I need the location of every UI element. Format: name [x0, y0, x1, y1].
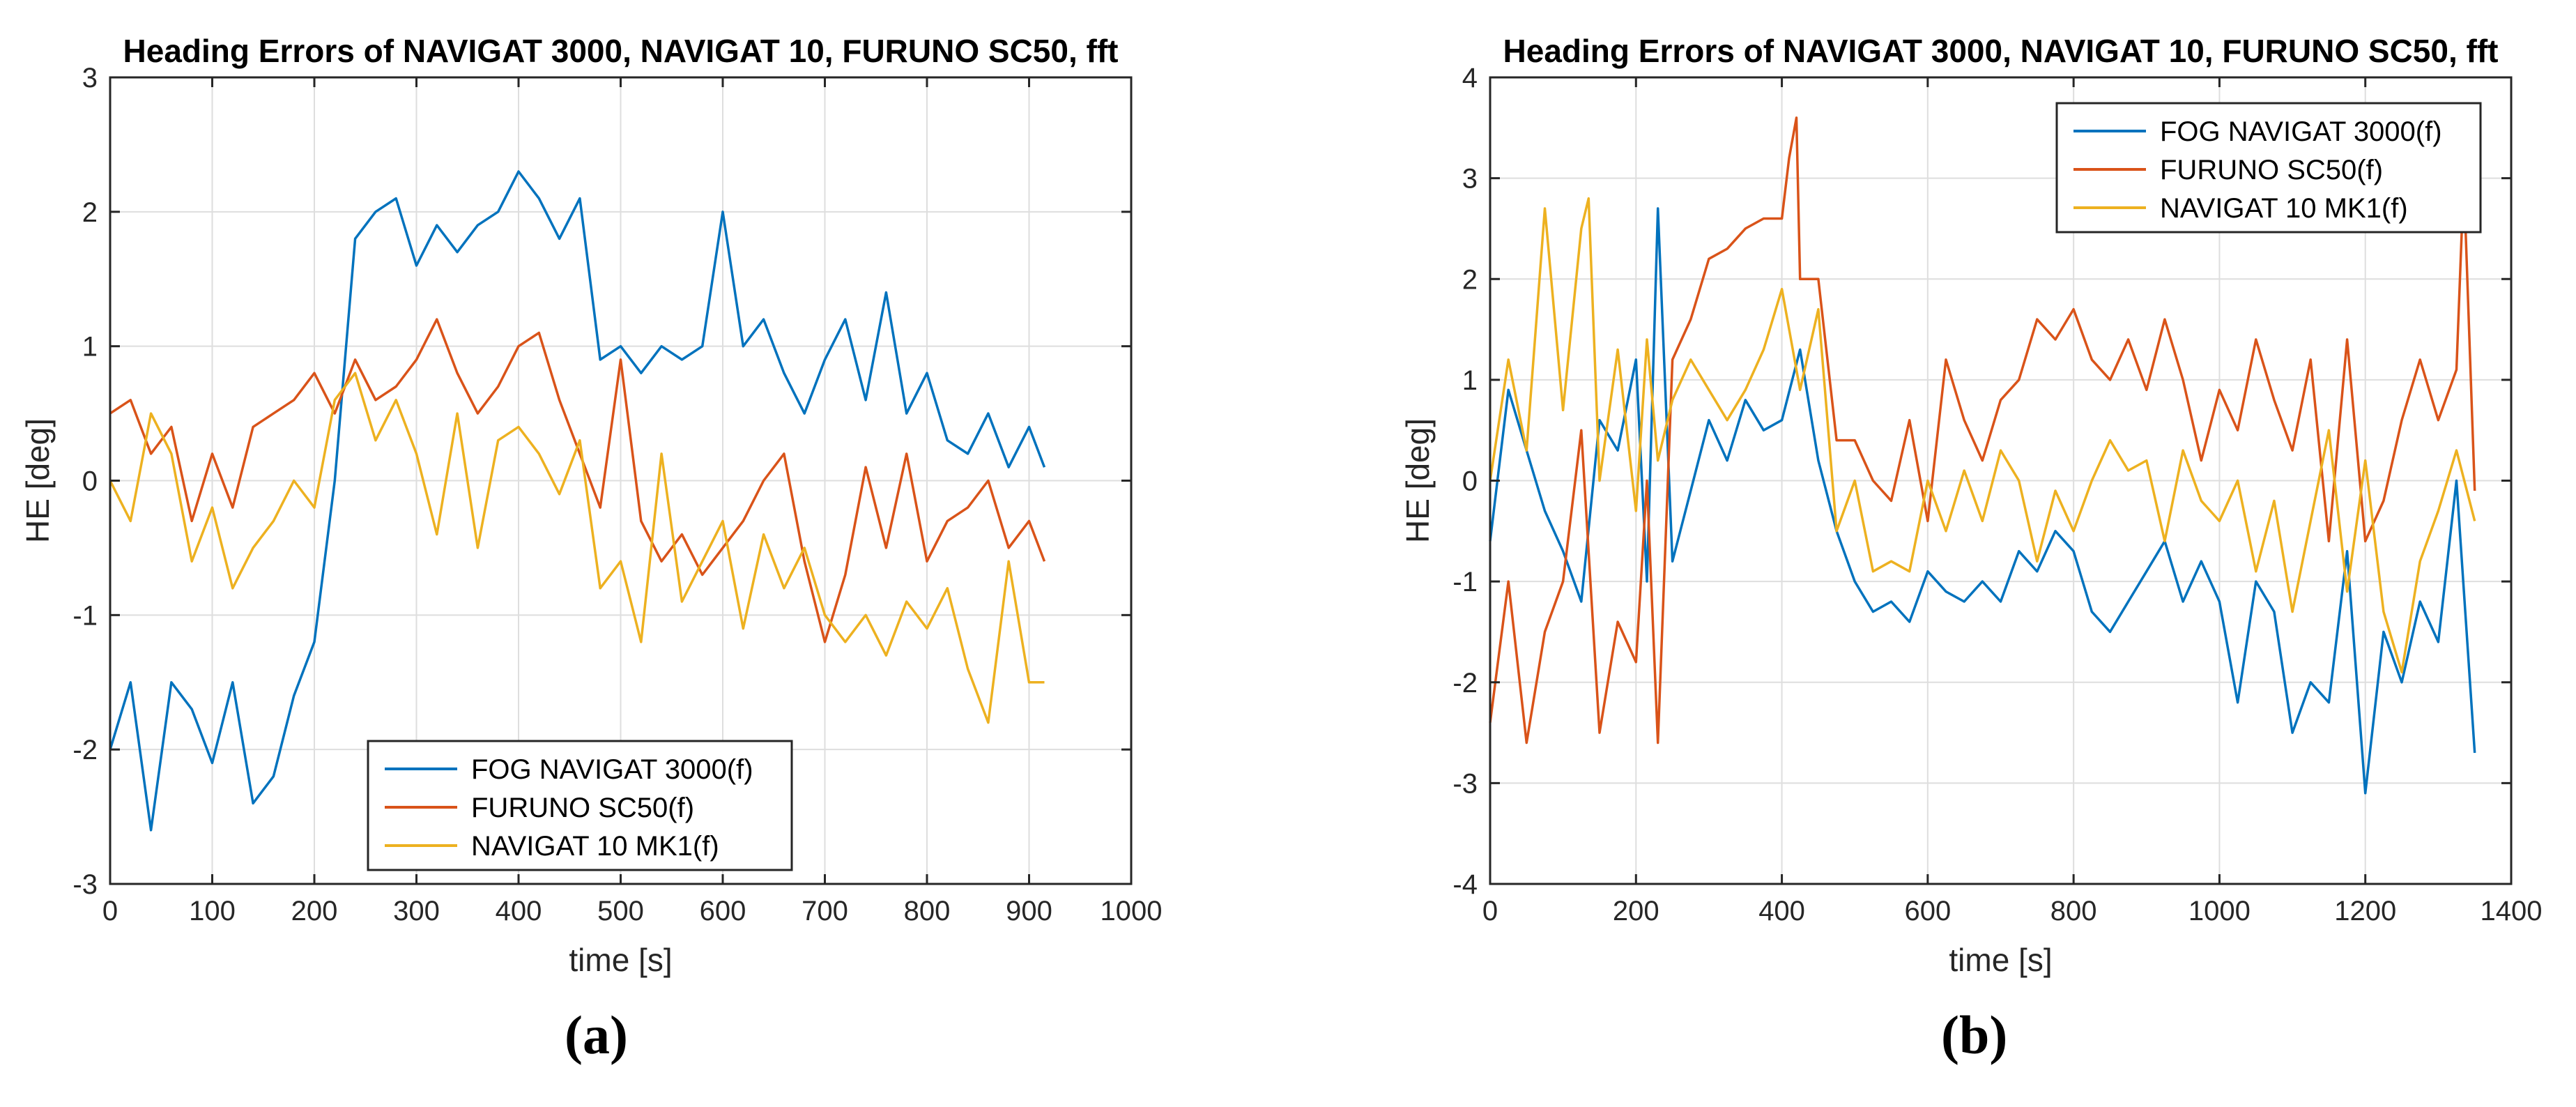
y-tick-label: -2	[1452, 668, 1478, 698]
y-tick-label: -2	[72, 735, 98, 765]
x-tick-label: 1200	[2334, 896, 2396, 926]
y-tick-label: -3	[1452, 768, 1478, 799]
x-tick-label: 500	[597, 896, 644, 926]
y-tick-label: -3	[72, 869, 98, 900]
x-tick-label: 0	[102, 896, 118, 926]
series-line-furuno	[1489, 116, 2476, 745]
legend-label: FURUNO SC50(f)	[2160, 155, 2383, 185]
y-tick-label: 0	[1462, 466, 1478, 497]
series-line-furuno	[109, 318, 1046, 643]
x-tick-label: 1400	[2481, 896, 2543, 926]
y-tick-label: -1	[72, 600, 98, 631]
chart-title: Heading Errors of NAVIGAT 3000, NAVIGAT …	[123, 33, 1119, 69]
x-tick-label: 700	[802, 896, 848, 926]
x-tick-label: 600	[700, 896, 746, 926]
series-line-fog	[109, 170, 1046, 832]
y-tick-label: 2	[1462, 264, 1478, 295]
x-tick-label: 1000	[1101, 896, 1163, 926]
chart-b: 0 200 400 600 800 1000 1200 1400 -4 -3 -2 -1 0 1 2 3 4 He…	[1400, 33, 2543, 978]
legend-label: NAVIGAT 10 MK1(f)	[471, 831, 719, 862]
x-tick-label: 900	[1006, 896, 1052, 926]
x-tick-label: 600	[1904, 896, 1951, 926]
x-tick-label: 200	[1613, 896, 1659, 926]
y-tick-label: -4	[1452, 869, 1478, 900]
x-tick-label: 100	[189, 896, 236, 926]
chart-a: 0 100 200 300 400 500 600 700 800 900 1000 -3 -2 -1 0 1…	[20, 33, 1163, 978]
x-axis-label: time [s]	[569, 942, 672, 978]
caption-b: (b)	[1941, 1005, 2008, 1065]
caption-a: (a)	[565, 1005, 628, 1065]
series-line-navigat10	[1489, 197, 2476, 674]
x-tick-label: 200	[291, 896, 338, 926]
x-tick-label: 400	[1758, 896, 1805, 926]
series-line-navigat10	[109, 372, 1045, 724]
x-tick-label: 800	[2050, 896, 2097, 926]
y-axis-label: HE [deg]	[20, 418, 56, 543]
y-tick-label: 3	[1462, 164, 1478, 194]
x-tick-label: 0	[1482, 896, 1498, 926]
x-tick-label: 1000	[2188, 896, 2251, 926]
y-tick-label: 0	[82, 466, 98, 497]
y-tick-label: 2	[82, 197, 98, 228]
y-axis-label: HE [deg]	[1400, 418, 1436, 543]
y-tick-label: 1	[1462, 365, 1478, 396]
legend-box	[367, 740, 793, 871]
legend-label: FOG NAVIGAT 3000(f)	[471, 754, 753, 785]
chart-title: Heading Errors of NAVIGAT 3000, NAVIGAT …	[1503, 33, 2499, 69]
x-tick-label: 800	[904, 896, 951, 926]
y-tick-label: -1	[1452, 567, 1478, 597]
legend-box	[2055, 102, 2482, 234]
y-tick-label: 3	[82, 63, 98, 93]
y-tick-label: 4	[1462, 63, 1478, 93]
x-tick-label: 300	[393, 896, 440, 926]
x-tick-label: 400	[496, 896, 542, 926]
y-tick-label: 1	[82, 332, 98, 362]
legend-label: NAVIGAT 10 MK1(f)	[2160, 193, 2408, 224]
legend-label: FURUNO SC50(f)	[471, 793, 694, 823]
x-axis-label: time [s]	[1949, 942, 2052, 978]
legend-label: FOG NAVIGAT 3000(f)	[2160, 116, 2442, 147]
